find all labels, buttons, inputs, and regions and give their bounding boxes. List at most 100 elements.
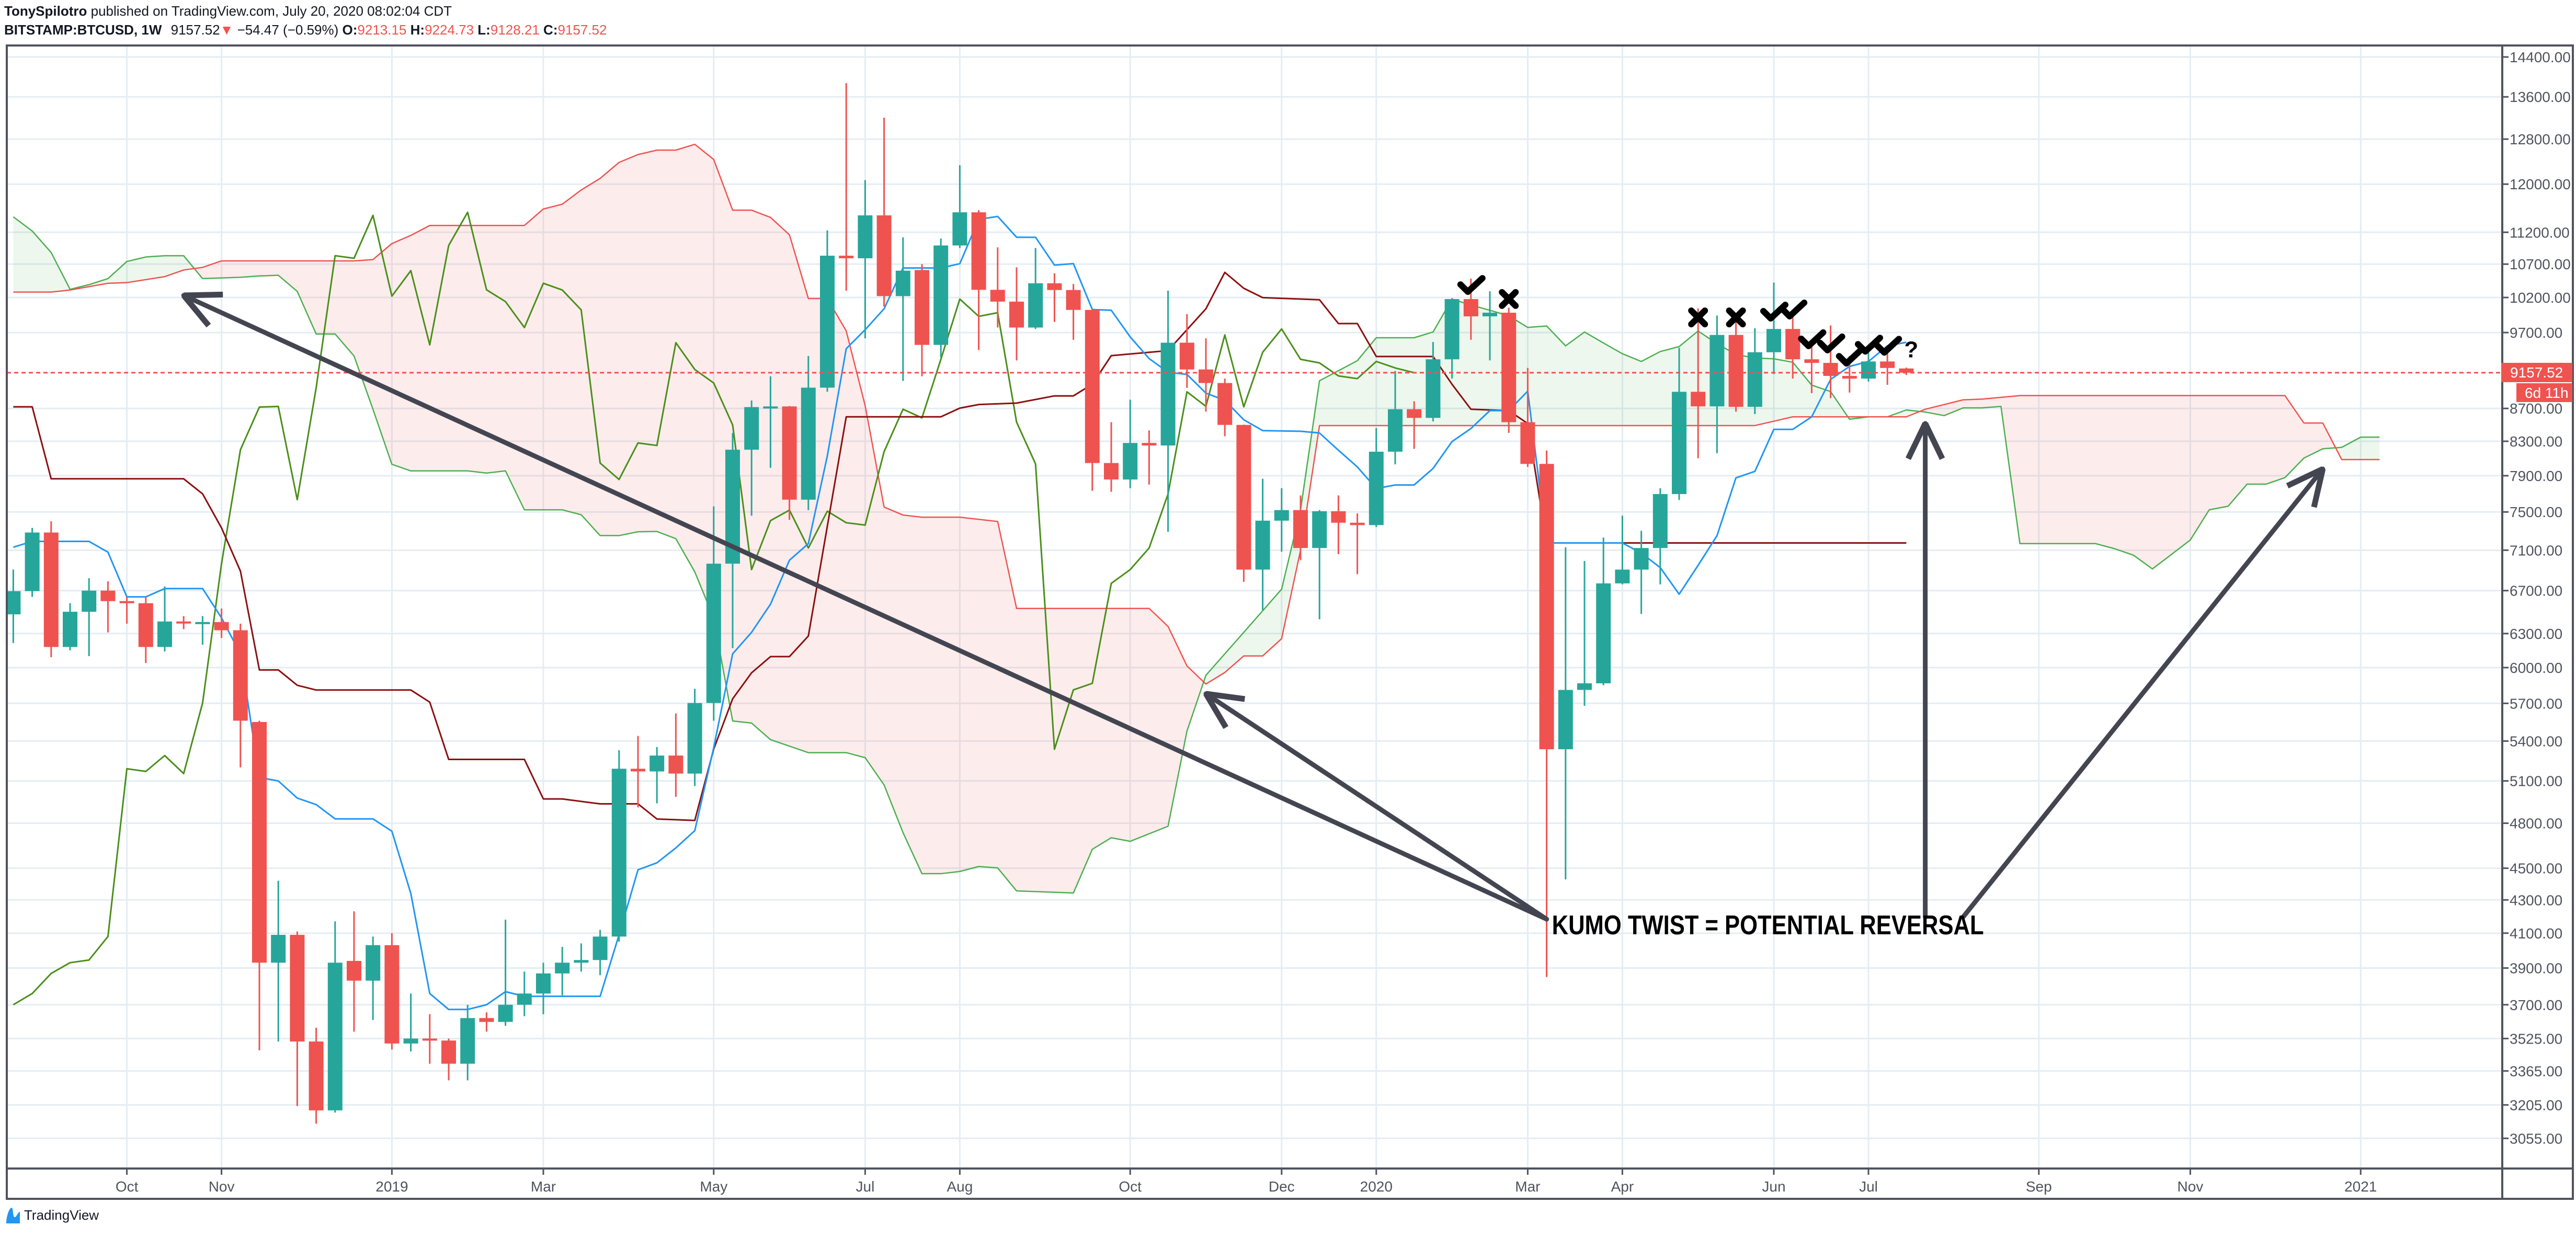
candle-body: [100, 590, 116, 601]
time-tick-label: Nov: [209, 1178, 235, 1195]
price-tick-label: 9700.00: [2510, 325, 2562, 341]
close-value: 9157.52: [557, 22, 607, 38]
candle-body: [820, 256, 835, 388]
cloud-segment-bearish: [638, 150, 657, 532]
candle-bullish: [1312, 510, 1327, 620]
candle-body: [366, 945, 381, 981]
candle-bearish: [422, 1014, 437, 1064]
time-tick-label: Oct: [116, 1178, 139, 1195]
candle-bearish: [119, 597, 134, 624]
arrow-head-icon: [2286, 466, 2324, 489]
price-tick-label: 4800.00: [2510, 816, 2562, 832]
candle-bearish: [1293, 495, 1308, 560]
kumo-twist-label: KUMO TWIST = POTENTIAL REVERSAL: [1552, 910, 1984, 941]
time-tick-label: Oct: [1119, 1178, 1142, 1195]
candle-body: [668, 755, 683, 774]
candle-bullish: [1615, 516, 1630, 585]
candle-body: [1804, 359, 1819, 363]
candle-bearish: [43, 521, 59, 658]
arrow-head-icon: [2311, 468, 2326, 508]
time-axis[interactable]: Oct Nov 2019 Mar May Jul Aug Oct Dec 2020 Mar Apr Ju…: [116, 1169, 2377, 1195]
cloud-segment-bearish: [1054, 608, 1074, 894]
open-label: O:: [342, 22, 358, 38]
drawings[interactable]: KUMO TWIST = POTENTIAL REVERSAL?: [181, 275, 2326, 941]
price-change: −54.47 (−0.59%): [237, 22, 339, 38]
candle-bullish: [895, 237, 910, 381]
candle-bearish: [290, 931, 305, 1106]
candle-body: [1009, 301, 1024, 328]
candle-bullish: [744, 400, 759, 516]
cloud-segment-bearish: [1035, 608, 1055, 892]
candle-bullish: [763, 376, 778, 468]
price-tick-label: 10200.00: [2510, 290, 2571, 306]
cloud-segment-bearish: [1187, 666, 1204, 731]
cross-mark-icon: [1726, 307, 1746, 328]
cloud-segment-bullish: [1206, 653, 1225, 684]
cloud-segment-bullish: [1528, 326, 1547, 426]
cloud-segment-bullish: [1603, 343, 1623, 426]
price-axis[interactable]: 14400.00 13600.00 12800.00 12000.00 11200.00…: [2502, 49, 2571, 1147]
candle-bullish: [195, 616, 210, 645]
candle-bearish: [915, 264, 929, 376]
candle-body: [1728, 335, 1743, 407]
candle-body: [876, 215, 892, 296]
candle-body: [157, 621, 172, 647]
arrow-head-icon: [181, 293, 211, 328]
candle-bullish: [933, 238, 949, 358]
cloud-segment-bearish: [2247, 395, 2266, 485]
cloud-segment-bearish: [619, 154, 638, 536]
candle-body: [479, 1018, 494, 1022]
candle-body: [895, 270, 910, 296]
cloud-segment-bearish: [316, 260, 335, 334]
candle-bullish: [1558, 547, 1573, 880]
time-tick-label: Apr: [1611, 1178, 1634, 1195]
candle-bullish: [25, 528, 40, 597]
time-tick-label: Jul: [1859, 1178, 1878, 1195]
candle-body: [1861, 361, 1876, 379]
price-tick-label: 5400.00: [2510, 733, 2562, 749]
candle-bearish: [441, 1038, 456, 1081]
cloud-segment-bearish: [1130, 608, 1149, 842]
time-tick-label: 2020: [1360, 1178, 1393, 1195]
cloud-segment-bearish: [562, 190, 582, 515]
cloud-segment-bearish: [2171, 395, 2191, 555]
candle-bearish: [1066, 284, 1081, 340]
candle-body: [1104, 463, 1119, 480]
candle-body: [119, 601, 134, 603]
candle-body: [536, 973, 551, 994]
cloud-segment-bullish: [2361, 437, 2380, 460]
cloud-segment-bearish: [1073, 608, 1092, 894]
candle-bearish: [1899, 368, 1914, 375]
price-tick-label: 3055.00: [2510, 1130, 2562, 1147]
price-tick-label: 3365.00: [2510, 1063, 2562, 1079]
author-name[interactable]: TonySpilotro: [4, 3, 87, 19]
cloud-segment-bearish: [2133, 395, 2152, 569]
price-chart[interactable]: KUMO TWIST = POTENTIAL REVERSAL? 14400.0…: [0, 0, 2576, 1202]
candle-body: [1236, 425, 1251, 570]
candle-body: [1444, 299, 1460, 360]
price-tick-label: 6700.00: [2510, 583, 2562, 599]
candle-body: [1293, 510, 1308, 548]
candle-bullish: [157, 586, 172, 652]
candle-body: [915, 270, 929, 345]
cloud-segment-bearish: [2228, 395, 2247, 507]
arrow-head-icon: [1205, 691, 1246, 702]
candle-bullish: [1672, 348, 1686, 500]
cloud-segment-bearish: [392, 235, 411, 471]
candle-bullish: [574, 943, 589, 972]
arrow-line: [1961, 466, 2326, 920]
candle-body: [1558, 690, 1573, 750]
last-price: 9157.52: [170, 22, 220, 38]
check-mark-icon: [1779, 300, 1808, 320]
candle-body: [1880, 361, 1895, 368]
publish-text: published on TradingView.com, July 20, 2…: [90, 3, 452, 19]
candle-bearish: [1539, 450, 1554, 977]
candle-body: [441, 1040, 456, 1064]
candle-bearish: [252, 720, 267, 1050]
tenkan-sen-line: [13, 215, 1907, 1011]
candle-body: [195, 622, 210, 624]
kijun-sen-line: [13, 271, 1907, 821]
candle-bullish: [327, 921, 343, 1113]
tradingview-logo[interactable]: TradingView: [5, 1206, 99, 1224]
time-tick-label: May: [700, 1178, 727, 1195]
